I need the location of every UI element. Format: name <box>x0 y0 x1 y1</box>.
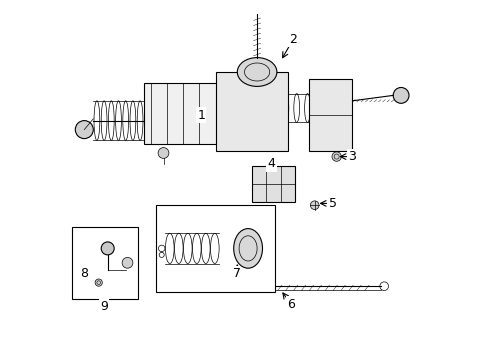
Bar <box>309 79 352 151</box>
Text: 2: 2 <box>288 33 296 46</box>
Ellipse shape <box>75 121 93 139</box>
Ellipse shape <box>95 279 102 286</box>
Text: 8: 8 <box>80 267 88 280</box>
Ellipse shape <box>101 242 114 255</box>
Text: 6: 6 <box>287 298 295 311</box>
Ellipse shape <box>331 152 341 161</box>
Text: 3: 3 <box>348 150 356 163</box>
Ellipse shape <box>310 201 318 210</box>
Ellipse shape <box>392 87 408 103</box>
Ellipse shape <box>122 257 133 268</box>
Bar <box>215 72 287 151</box>
Bar <box>72 227 138 299</box>
Text: 5: 5 <box>328 197 336 210</box>
Text: 4: 4 <box>267 157 275 170</box>
Text: 7: 7 <box>233 267 241 280</box>
Bar <box>143 83 280 144</box>
Ellipse shape <box>233 229 262 268</box>
Text: 9: 9 <box>100 300 108 312</box>
Ellipse shape <box>237 58 276 86</box>
Text: 1: 1 <box>197 109 205 122</box>
Bar <box>156 205 275 292</box>
Ellipse shape <box>158 148 168 158</box>
Bar <box>251 166 294 202</box>
